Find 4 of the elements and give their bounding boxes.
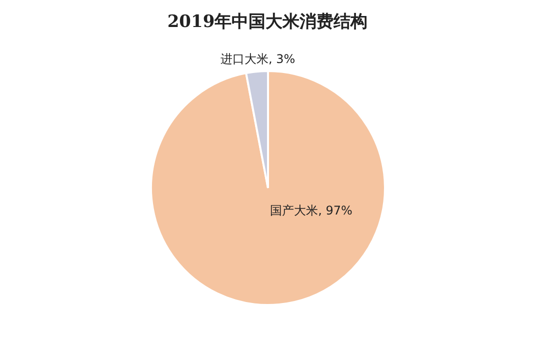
slice-label: 进口大米, 3% <box>220 52 296 66</box>
chart-title: 2019年中国大米消费结构 <box>166 11 369 33</box>
pie-slice <box>150 70 386 306</box>
slice-label: 国产大米, 97% <box>270 204 352 218</box>
